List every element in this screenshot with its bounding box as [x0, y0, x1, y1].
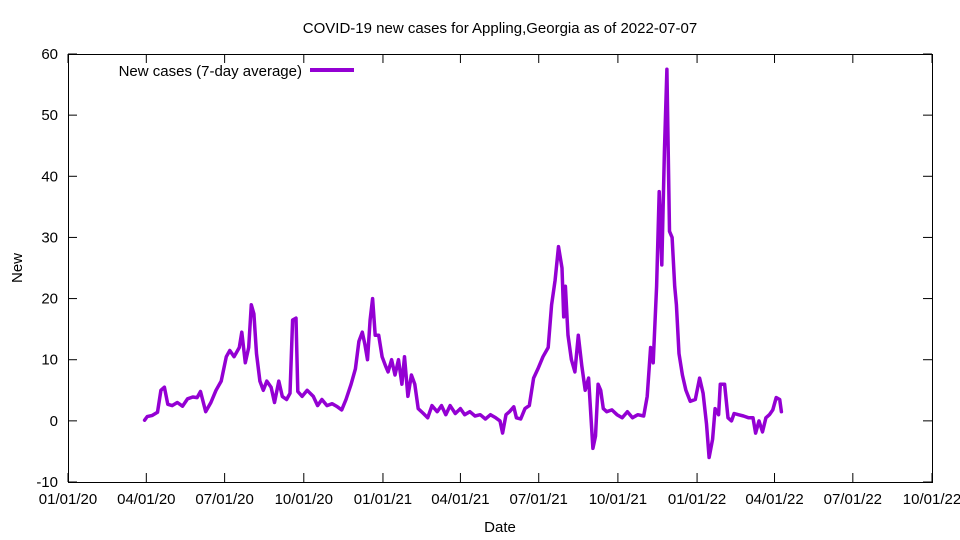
x-tick-label: 07/01/21 — [510, 491, 568, 508]
y-tick-label: 10 — [41, 352, 58, 369]
x-tick-label: 10/01/21 — [589, 491, 647, 508]
x-tick-label: 01/01/20 — [39, 491, 97, 508]
x-tick-label: 01/01/22 — [668, 491, 726, 508]
series-line-0 — [142, 67, 784, 460]
y-tick-label: -10 — [36, 474, 58, 491]
x-tick-label: 07/01/22 — [824, 491, 882, 508]
x-tick-label: 10/01/20 — [275, 491, 333, 508]
x-tick-label: 04/01/21 — [431, 491, 489, 508]
plot-frame — [68, 54, 933, 483]
x-axis: 01/01/20 04/01/20 07/01/20 10/01/20 01/01/21… — [39, 54, 960, 508]
y-tick-label: 60 — [41, 46, 58, 63]
x-axis-label: Date — [484, 519, 516, 536]
y-axis-label: New — [9, 253, 26, 283]
x-tick-label: 04/01/20 — [117, 491, 175, 508]
legend: New cases (7-day average) — [119, 63, 354, 80]
y-tick-label: 50 — [41, 107, 58, 124]
x-tick-label: 04/01/22 — [745, 491, 803, 508]
x-tick-label: 01/01/21 — [354, 491, 412, 508]
y-tick-label: 30 — [41, 229, 58, 246]
x-tick-label: 07/01/20 — [195, 491, 253, 508]
chart-title: COVID-19 new cases for Appling,Georgia a… — [303, 20, 697, 37]
y-tick-label: 40 — [41, 168, 58, 185]
y-axis: -10 0 10 20 30 40 50 60 — [36, 46, 932, 491]
x-tick-label: 10/01/22 — [903, 491, 960, 508]
y-tick-label: 0 — [50, 413, 58, 430]
series-lines — [142, 67, 784, 460]
legend-label: New cases (7-day average) — [119, 63, 302, 80]
y-tick-label: 20 — [41, 291, 58, 308]
